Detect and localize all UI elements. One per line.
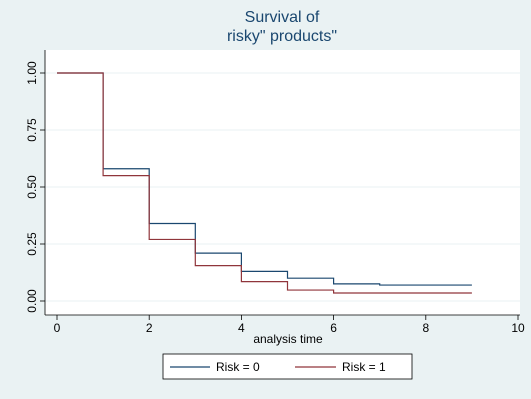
grid-lines (45, 72, 520, 302)
y-tick-label-3: 0.75 (25, 118, 39, 142)
x-tick-label-5: 10 (511, 321, 525, 335)
x-tick-label-3: 6 (330, 321, 337, 335)
x-axis-label: analysis time (253, 332, 323, 346)
y-tick-label-1: 0.25 (25, 232, 39, 256)
y-tick-label-0: 0.00 (25, 289, 39, 313)
legend-label-risk-0: Risk = 0 (216, 360, 260, 374)
x-tick-label-4: 8 (422, 321, 429, 335)
y-tick-label-2: 0.50 (25, 175, 39, 199)
x-tick-label-1: 2 (146, 321, 153, 335)
series-line-risk-1 (57, 72, 472, 294)
series-lines (57, 72, 472, 294)
series-line-risk-0 (57, 72, 472, 286)
chart-subtitle: risky" products" (227, 28, 337, 45)
y-tick-label-4: 1.00 (25, 61, 39, 85)
chart-title: Survival of (245, 9, 320, 26)
x-tick-label-0: 0 (54, 321, 61, 335)
x-tick-label-2: 4 (238, 321, 245, 335)
axes: 0.00 0.25 0.50 0.75 1.00 0 2 4 6 8 10 (25, 50, 525, 335)
legend-label-risk-1: Risk = 1 (342, 360, 386, 374)
legend: Risk = 0 Risk = 1 (162, 353, 413, 380)
plot-area-background (45, 50, 520, 315)
